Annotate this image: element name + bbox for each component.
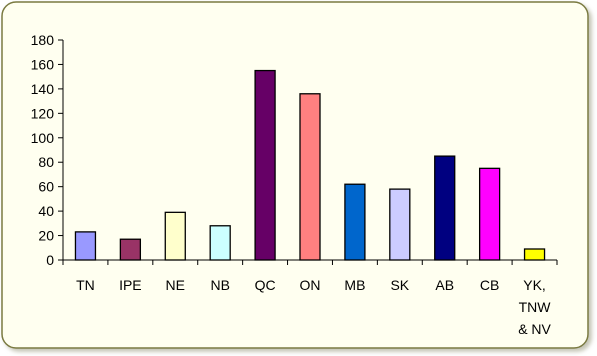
y-tick-label: 160 (31, 56, 55, 72)
y-tick-label: 120 (31, 105, 55, 121)
bar (478, 167, 501, 261)
bar (389, 188, 411, 261)
bar (344, 183, 366, 261)
bar (209, 225, 231, 261)
x-tick-label: TN (76, 277, 95, 293)
y-tick-label: 60 (38, 179, 54, 195)
x-tick-label: CB (480, 277, 499, 293)
y-tick-label: 80 (38, 154, 54, 170)
bar (164, 211, 186, 261)
y-tick-label: 180 (31, 32, 55, 48)
plot-area: 0 20 40 60 80 100 120 140 160 180 TN IPE NE NB QC ON MB S… (31, 32, 558, 337)
bar (119, 238, 142, 261)
y-tick-label: 0 (46, 252, 54, 268)
x-tick-label: & NV (518, 321, 551, 337)
x-tick-label: YK, (523, 277, 546, 293)
bar (299, 93, 321, 261)
bar (434, 155, 456, 261)
y-tick-label: 40 (38, 203, 54, 219)
x-tick-label: ON (300, 277, 321, 293)
x-tick-label: TNW (519, 299, 552, 315)
y-tick-label: 20 (38, 228, 54, 244)
x-tick-label: MB (344, 277, 365, 293)
bar (523, 248, 546, 261)
x-tick-label: AB (435, 277, 454, 293)
y-tick-label: 140 (31, 81, 55, 97)
x-tick-label: QC (255, 277, 276, 293)
bar (74, 231, 97, 261)
x-tick-label: NE (166, 277, 185, 293)
bar (254, 69, 276, 261)
chart-background (1, 1, 589, 349)
x-tick-label: NB (210, 277, 229, 293)
x-tick-label: IPE (119, 277, 142, 293)
y-tick-label: 100 (31, 130, 55, 146)
x-tick-label: SK (390, 277, 409, 293)
